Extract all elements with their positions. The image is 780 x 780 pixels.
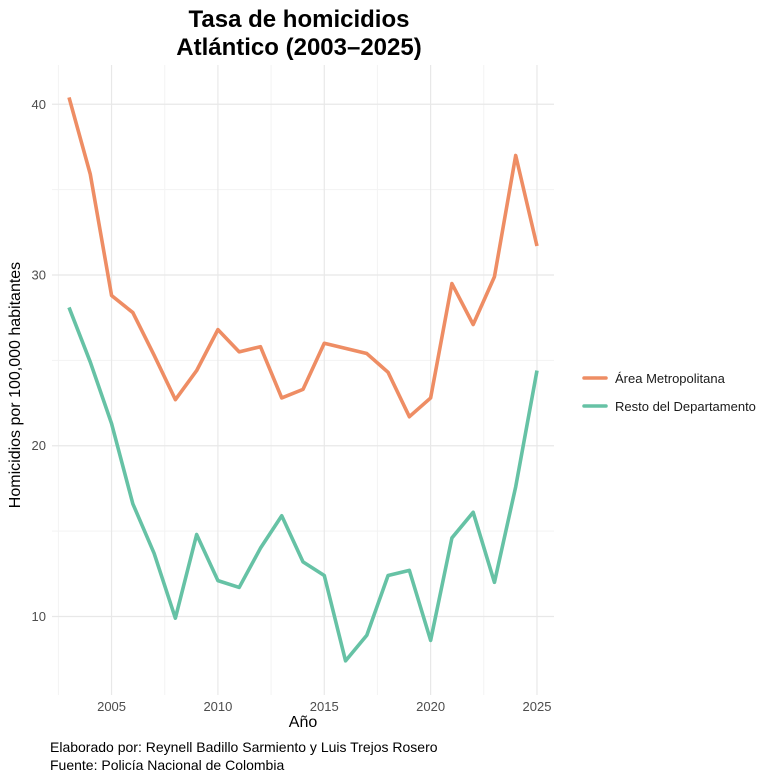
chart-title-line2: Atlántico (2003–2025) <box>176 34 421 61</box>
series-line-area-metropolitana <box>67 96 539 419</box>
legend: Área Metropolitana Resto del Departament… <box>582 371 756 414</box>
x-tick-label: 2005 <box>97 699 126 714</box>
y-axis-ticks: 10 20 30 40 <box>32 97 46 624</box>
grid <box>52 65 554 695</box>
legend-label-resto-departamento: Resto del Departamento <box>615 399 756 414</box>
caption-author: Elaborado por: Reynell Badillo Sarmiento… <box>50 739 438 755</box>
x-tick-label: 2020 <box>416 699 445 714</box>
caption-source: Fuente: Policía Nacional de Colombia <box>50 757 285 773</box>
x-tick-label: 2015 <box>310 699 339 714</box>
series-line-resto-departamento <box>67 306 539 663</box>
series-lines <box>67 96 539 663</box>
legend-label-area-metropolitana: Área Metropolitana <box>615 371 726 386</box>
chart-title-line1: Tasa de homicidios <box>189 6 410 33</box>
y-tick-label: 30 <box>32 268 46 283</box>
x-axis-label: Año <box>289 714 318 731</box>
y-tick-label: 20 <box>32 438 46 453</box>
x-tick-label: 2010 <box>203 699 232 714</box>
y-tick-label: 40 <box>32 97 46 112</box>
y-tick-label: 10 <box>32 609 46 624</box>
x-tick-label: 2025 <box>523 699 552 714</box>
x-axis-ticks: 2005 2010 2015 2020 2025 <box>97 699 551 714</box>
y-axis-label: Homicidios por 100,000 habitantes <box>7 262 24 508</box>
